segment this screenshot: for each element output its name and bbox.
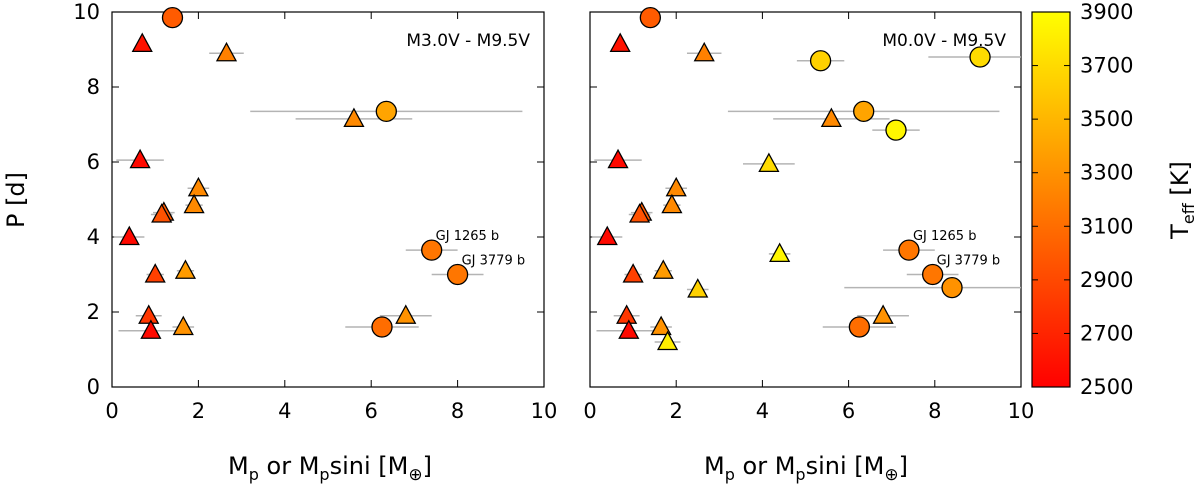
- planet-annotation: GJ 1265 b: [436, 229, 500, 244]
- planet-triangle-marker: [665, 176, 687, 197]
- colorbar-title: Teff [K]: [1166, 161, 1198, 240]
- x-tick-label: 8: [451, 399, 464, 423]
- planet-triangle-marker: [609, 32, 631, 53]
- planet-circle-marker: [848, 316, 871, 338]
- planet-circle-marker: [371, 316, 393, 338]
- y-axis-title: P [d]: [2, 172, 30, 228]
- colorbar-ticks: 2500 2700 2900 3100 3300 3500 3700 3900: [1032, 0, 1133, 399]
- panel-right: 0 2 4 6 8 10 GJ 1265 b GJ 3779 b M0.0V - M9.5V…: [583, 6, 1035, 485]
- planet-triangle-marker: [172, 315, 194, 336]
- planet-triangle-marker: [622, 263, 644, 283]
- ticks-right: 0 2 4 6 8 10: [583, 11, 1035, 423]
- planet-circle-marker: [161, 6, 184, 29]
- errorbars-right: [592, 52, 1021, 343]
- planet-triangle-marker: [118, 225, 140, 246]
- colorbar-tick-label: 3100: [1080, 214, 1133, 238]
- y-tick-label: 0: [87, 375, 100, 399]
- x-axis-title-right: Mp or Mpsini [M⊕]: [704, 452, 908, 485]
- planet-triangle-marker: [151, 203, 173, 223]
- planet-circle-marker: [639, 6, 661, 29]
- planet-triangle-marker: [820, 107, 842, 128]
- planet-triangle-marker: [618, 319, 640, 339]
- planet-triangle-marker: [183, 193, 205, 214]
- planet-triangle-marker: [656, 330, 679, 351]
- planet-triangle-marker: [769, 242, 791, 263]
- planet-triangle-marker: [607, 148, 629, 169]
- colorbar: 2500 2700 2900 3100 3300 3500 3700 3900 Teff [K…: [1031, 0, 1198, 399]
- planet-circle-marker: [421, 239, 443, 261]
- planet-triangle-marker: [650, 315, 672, 336]
- panel-label-left: M3.0V - M9.5V: [406, 31, 530, 51]
- planet-triangle-marker: [129, 148, 151, 169]
- planet-circle-marker: [446, 263, 469, 286]
- planet-triangle-marker: [187, 176, 209, 197]
- x-tick-label: 6: [842, 399, 855, 423]
- plot-area-left: [111, 11, 545, 388]
- panel-left: 0 2 4 6 8 10 0 2 4 6 8 10 GJ 1265 b GJ 3779 b M3.0V …: [2, 0, 557, 485]
- x-tick-label: 4: [278, 399, 291, 423]
- x-tick-label: 8: [928, 399, 941, 423]
- colorbar-tick-label: 3300: [1080, 161, 1133, 185]
- y-tick-label: 2: [87, 300, 100, 324]
- planet-annotation: GJ 1265 b: [913, 229, 977, 244]
- colorbar-tick-label: 3500: [1080, 107, 1133, 131]
- x-tick-label: 2: [670, 399, 683, 423]
- colorbar-tick-label: 2900: [1080, 268, 1133, 292]
- colorbar-tick-label: 2700: [1080, 321, 1133, 345]
- colorbar-tick-label: 2500: [1080, 375, 1133, 399]
- planet-circle-marker: [898, 239, 920, 261]
- x-tick-label: 10: [1008, 399, 1035, 423]
- ticks-left: 0 2 4 6 8 10 0 2 4 6 8 10: [73, 0, 557, 423]
- planet-annotation: GJ 3779 b: [937, 254, 1001, 269]
- y-tick-label: 4: [87, 225, 100, 249]
- panel-label-right: M0.0V - M9.5V: [882, 31, 1006, 51]
- colorbar-tick-label: 3900: [1080, 0, 1133, 24]
- planet-triangle-marker: [616, 304, 638, 324]
- x-axis-title-left: Mp or Mpsini [M⊕]: [228, 452, 432, 485]
- planet-triangle-marker: [395, 304, 417, 324]
- x-tick-label: 2: [192, 399, 205, 423]
- planet-triangle-marker: [872, 304, 894, 324]
- planet-triangle-marker: [131, 32, 153, 53]
- planet-triangle-marker: [758, 152, 780, 173]
- planet-circle-marker: [853, 100, 875, 123]
- plot-area-right: [589, 11, 1022, 388]
- x-tick-label: 0: [105, 399, 118, 423]
- planet-triangle-marker: [628, 203, 651, 223]
- planet-triangle-marker: [343, 107, 365, 128]
- x-tick-label: 6: [365, 399, 378, 423]
- planet-triangle-marker: [215, 41, 238, 62]
- markers-right: GJ 1265 b GJ 3779 b: [596, 6, 1001, 351]
- planet-triangle-marker: [140, 319, 162, 339]
- markers-left: GJ 1265 b GJ 3779 b: [118, 6, 526, 339]
- y-tick-label: 10: [73, 0, 100, 24]
- colorbar-tick-label: 3700: [1080, 54, 1133, 78]
- planet-circle-marker: [885, 119, 907, 141]
- planet-circle-marker: [375, 100, 397, 123]
- planet-annotation: GJ 3779 b: [462, 254, 526, 269]
- colorbar-gradient: [1031, 11, 1071, 388]
- x-tick-label: 10: [531, 399, 558, 423]
- planet-triangle-marker: [596, 225, 618, 246]
- planet-circle-marker: [809, 50, 832, 72]
- planet-triangle-marker: [687, 278, 709, 298]
- planet-triangle-marker: [144, 263, 166, 283]
- planet-circle-marker: [969, 46, 991, 68]
- planet-triangle-marker: [138, 304, 160, 324]
- y-tick-label: 8: [87, 75, 100, 99]
- errorbars-left: [114, 52, 523, 332]
- planet-triangle-marker: [652, 259, 674, 279]
- planet-triangle-marker: [174, 259, 197, 279]
- planet-triangle-marker: [693, 41, 715, 62]
- x-tick-label: 4: [756, 399, 769, 423]
- x-tick-label: 0: [583, 399, 596, 423]
- planet-circle-marker: [941, 276, 963, 299]
- planet-triangle-marker: [661, 193, 683, 214]
- y-tick-label: 6: [87, 150, 100, 174]
- planet-circle-marker: [921, 263, 944, 286]
